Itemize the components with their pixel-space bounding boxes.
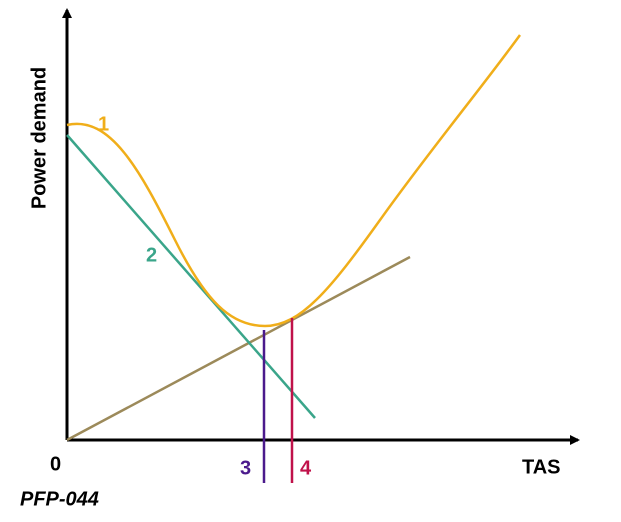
- curve-2: [66, 134, 316, 419]
- marker-label: 3: [240, 457, 251, 479]
- marker-label: 4: [300, 457, 312, 479]
- induced-line: [66, 255, 411, 442]
- footer: PFP-044: [20, 488, 99, 510]
- y-axis-label: Power demand: [28, 67, 50, 209]
- origin-label: 0: [50, 453, 61, 475]
- curve-label: 2: [146, 244, 157, 266]
- curve-label: 1: [98, 113, 109, 135]
- curve-1: [66, 34, 522, 328]
- x-axis-label: TAS: [522, 456, 561, 478]
